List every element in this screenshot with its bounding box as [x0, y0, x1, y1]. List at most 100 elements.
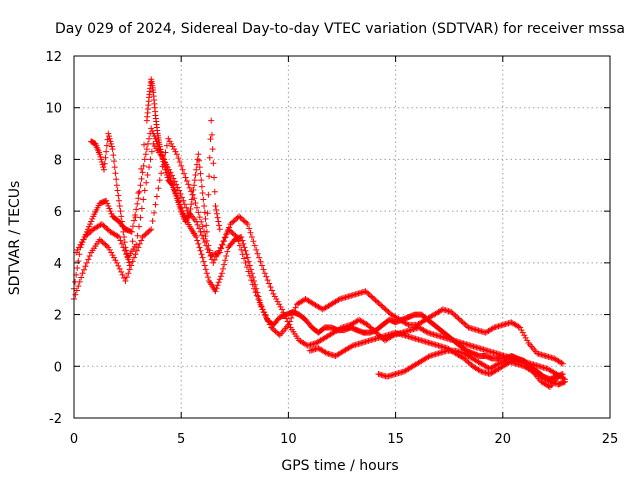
x-tick-label: 25 [602, 432, 619, 447]
data-point [213, 285, 220, 292]
data-point [86, 252, 93, 259]
data-point [135, 190, 142, 197]
data-point [203, 270, 210, 277]
data-point [462, 356, 469, 363]
data-point [193, 166, 200, 173]
data-point [196, 214, 203, 221]
data-point [83, 232, 90, 239]
data-point [366, 292, 373, 299]
data-point [274, 298, 281, 305]
data-point [200, 258, 207, 265]
data-point [367, 324, 374, 331]
data-point [175, 155, 182, 162]
data-point [158, 149, 165, 156]
data-point [203, 222, 210, 229]
data-point [205, 274, 211, 281]
data-point [178, 162, 185, 169]
data-point [365, 290, 372, 297]
data-point [288, 315, 295, 322]
data-point [103, 148, 110, 155]
data-point [452, 312, 459, 319]
data-point [272, 328, 279, 335]
data-point [228, 219, 235, 226]
data-point [185, 213, 192, 220]
data-point [143, 179, 150, 186]
data-point [76, 251, 83, 258]
data-point [197, 228, 204, 235]
data-point [82, 263, 89, 270]
data-point [144, 140, 151, 147]
data-point [98, 221, 105, 228]
data-point [101, 223, 108, 230]
data-point [201, 209, 208, 216]
data-point [206, 154, 213, 161]
data-point [404, 321, 411, 328]
data-point [208, 131, 215, 138]
data-point [98, 156, 105, 163]
data-point [524, 337, 531, 344]
data-point [545, 377, 552, 384]
plot-border [73, 55, 611, 419]
data-point [266, 280, 273, 287]
data-point [241, 218, 248, 225]
data-point [168, 140, 175, 147]
data-point [521, 332, 528, 339]
data-point [137, 214, 144, 221]
data-point [348, 343, 355, 350]
data-point [80, 236, 87, 243]
data-point [107, 138, 114, 145]
data-point [73, 287, 80, 294]
data-point [111, 164, 118, 171]
data-point [261, 270, 268, 277]
data-point [118, 218, 125, 225]
data-point [276, 301, 283, 308]
data-point [111, 254, 118, 261]
data-point [122, 277, 129, 284]
data-point [112, 257, 119, 264]
data-point [78, 239, 85, 246]
data-point [76, 244, 83, 251]
data-point [374, 298, 381, 305]
data-point [110, 152, 117, 159]
data-point [258, 302, 265, 309]
data-point [230, 218, 237, 225]
data-point [139, 169, 146, 176]
data-point [188, 201, 195, 208]
data-point [212, 202, 219, 209]
data-point [128, 228, 135, 235]
data-point [286, 321, 293, 328]
chart-title: Day 029 of 2024, Sidereal Day-to-day VTE… [55, 21, 625, 37]
data-point [381, 305, 388, 312]
series-track-f [306, 329, 562, 390]
data-point [126, 259, 133, 266]
data-point [143, 146, 150, 153]
data-point [200, 196, 207, 203]
data-point [116, 202, 123, 209]
data-point [133, 206, 140, 213]
data-point [124, 253, 131, 260]
data-point [209, 146, 216, 153]
data-point [141, 187, 148, 194]
data-point [146, 135, 153, 142]
data-point [132, 214, 139, 221]
data-point [207, 252, 214, 259]
data-point [376, 301, 383, 308]
y-tick-label: 8 [54, 153, 62, 168]
data-point [273, 329, 280, 336]
data-point [284, 318, 291, 325]
data-point [378, 302, 385, 309]
data-point [141, 232, 148, 239]
data-point [203, 228, 210, 235]
data-point [224, 248, 231, 255]
data-point [193, 161, 200, 168]
data-point [159, 155, 166, 162]
data-point [116, 234, 123, 240]
data-point [243, 264, 250, 271]
data-point [108, 140, 115, 147]
data-point [81, 234, 88, 240]
data-point [214, 282, 221, 289]
x-axis-label: GPS time / hours [281, 458, 398, 474]
data-point [237, 214, 244, 221]
data-point [270, 290, 277, 297]
